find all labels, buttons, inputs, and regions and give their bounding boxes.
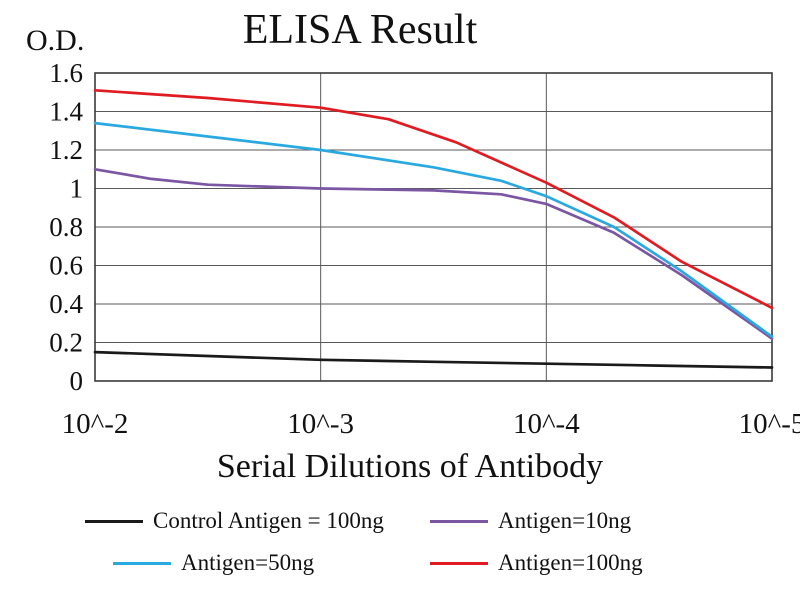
legend-item: Control Antigen = 100ng (85, 508, 430, 534)
x-tick-label: 10^-5 (739, 408, 800, 440)
x-tick-label: 10^-3 (287, 408, 354, 440)
series-line (93, 350, 774, 369)
legend-line-swatch (430, 561, 488, 565)
legend-label: Antigen=50ng (181, 550, 315, 575)
y-tick-label: 1.2 (49, 135, 83, 165)
x-axis-title: Serial Dilutions of Antibody (216, 448, 604, 485)
legend-line-swatch (430, 519, 488, 523)
plot-border (94, 72, 773, 382)
legend-label: Antigen=10ng (498, 508, 632, 533)
chart-title: ELISA Result (242, 7, 478, 53)
y-tick-label: 0.2 (49, 328, 83, 358)
legend-item: Antigen=10ng (430, 508, 735, 534)
legend-label: Control Antigen = 100ng (153, 508, 384, 533)
y-tick-label: 1.4 (49, 97, 83, 127)
x-tick-label: 10^-2 (62, 408, 129, 440)
y-tick-label: 0 (70, 366, 84, 396)
series-line (93, 88, 774, 310)
legend-line-swatch (113, 561, 171, 565)
legend: Control Antigen = 100ng Antigen=10ng Ant… (85, 508, 735, 576)
y-tick-label: 1.6 (49, 58, 83, 88)
y-tick-label: 0.6 (49, 251, 83, 281)
legend-line-swatch (85, 519, 143, 523)
y-tick-label: 1 (70, 174, 84, 204)
y-tick-label: 0.8 (49, 212, 83, 242)
series-line (93, 121, 774, 339)
legend-label: Antigen=100ng (498, 550, 643, 575)
series-line (93, 167, 774, 340)
x-tick-label: 10^-4 (513, 408, 580, 440)
legend-item: Antigen=50ng (113, 550, 430, 576)
legend-item: Antigen=100ng (430, 550, 735, 576)
y-axis-title: O.D. (26, 24, 85, 57)
y-tick-label: 0.4 (49, 289, 83, 319)
